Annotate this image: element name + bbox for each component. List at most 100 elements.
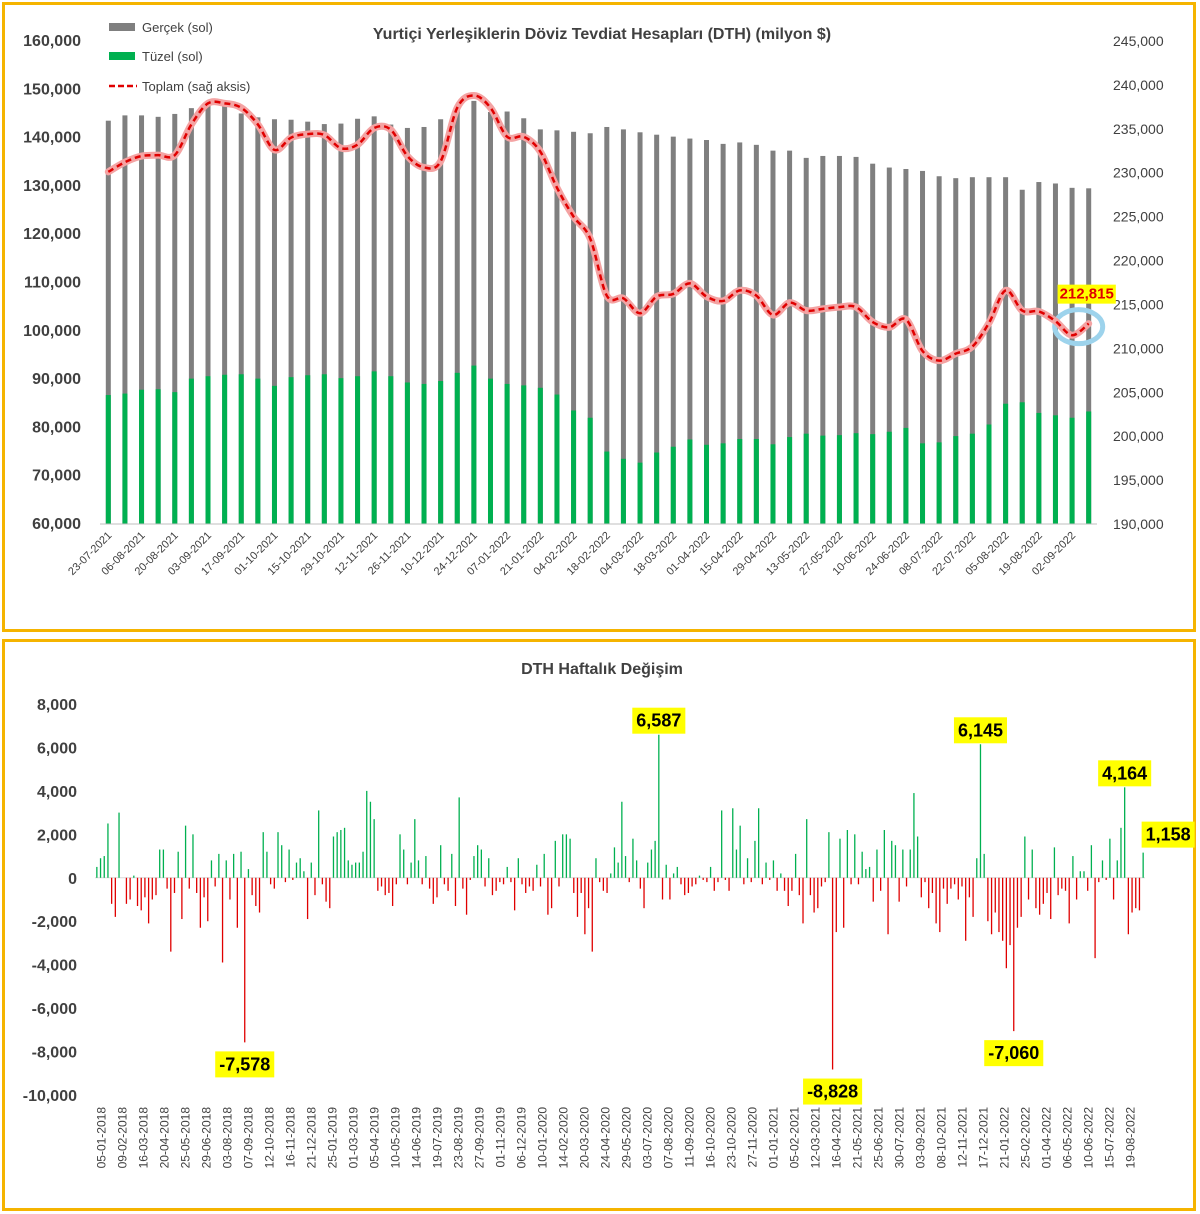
x-axis-tick-label: 12-10-2018: [262, 1107, 276, 1169]
gercek-bar: [787, 150, 793, 525]
x-axis-tick-label: 01-01-2021: [766, 1107, 780, 1169]
gercek-bar: [936, 176, 942, 525]
tuzel-bar: [836, 435, 842, 524]
tuzel-bar: [753, 438, 759, 524]
last-point-highlight: [1052, 307, 1106, 347]
right-axis-tick-label: 200,000: [1113, 428, 1164, 444]
gercek-bar: [438, 119, 444, 524]
x-axis-tick-label: 19-07-2019: [430, 1107, 444, 1169]
x-axis-tick-label: 10-06-2022: [1081, 1107, 1095, 1169]
x-axis-tick-label: 12-03-2021: [808, 1107, 822, 1169]
value-callout-background: [1098, 760, 1152, 787]
y-axis-tick-label: 4,000: [37, 784, 77, 801]
gercek-bar: [487, 112, 493, 524]
x-axis-tick-label: 16-03-2018: [136, 1107, 150, 1169]
tuzel-bar: [886, 431, 892, 524]
y-axis-tick-label: 8,000: [37, 697, 77, 714]
value-callout-background: [1141, 821, 1195, 848]
y-axis-tick-label: 2,000: [37, 827, 77, 844]
tuzel-bar: [571, 410, 577, 524]
right-axis-tick-label: 220,000: [1113, 253, 1164, 269]
x-axis-tick-label: 01-03-2019: [346, 1107, 360, 1169]
tuzel-bar: [637, 462, 643, 524]
gercek-bar: [105, 120, 111, 524]
gercek-bar: [305, 121, 311, 524]
x-axis-tick-label: 07-08-2020: [661, 1107, 675, 1169]
value-callout: 6,145: [958, 720, 1003, 740]
tuzel-bar: [355, 376, 361, 524]
x-axis-tick-label: 01-04-2022: [1039, 1107, 1053, 1169]
tuzel-bar: [654, 452, 660, 524]
right-axis-tick-label: 195,000: [1113, 472, 1164, 488]
value-callout-background: [803, 1078, 863, 1105]
x-axis-tick-label: 05-04-2019: [367, 1107, 381, 1169]
tuzel-bar: [122, 393, 128, 524]
x-axis-tick-label: 06-12-2019: [514, 1107, 528, 1169]
x-axis-tick-label: 09-02-2018: [115, 1107, 129, 1169]
gercek-bar: [321, 124, 327, 525]
tuzel-bar: [188, 378, 194, 524]
gercek-bar: [471, 100, 477, 524]
tuzel-bar: [222, 374, 228, 524]
gercek-bar: [188, 108, 194, 525]
tuzel-bar: [1003, 403, 1009, 524]
chart-title: Yurtiçi Yerleşiklerin Döviz Tevdiat Hesa…: [373, 26, 831, 43]
value-callout: -8,828: [807, 1082, 858, 1102]
y-axis-tick-label: -4,000: [32, 958, 77, 975]
tuzel-bar: [321, 374, 327, 524]
tuzel-bar: [604, 451, 610, 524]
gercek-bar: [255, 117, 261, 525]
tuzel-bar: [238, 374, 244, 524]
chart-title: DTH Haftalık Değişim: [521, 661, 683, 678]
tuzel-bar: [1019, 402, 1025, 524]
tuzel-bar: [537, 387, 543, 524]
tuzel-bar: [504, 383, 510, 524]
value-callout: 6,587: [636, 711, 681, 731]
tuzel-bar: [205, 376, 211, 524]
x-axis-tick-label: 25-05-2018: [178, 1107, 192, 1169]
tuzel-bar: [986, 424, 992, 524]
right-axis-tick-label: 225,000: [1113, 209, 1164, 225]
toplam-line: [107, 94, 1090, 362]
gercek-bar: [1052, 183, 1058, 525]
gercek-bar: [836, 155, 842, 525]
gercek-bar: [155, 116, 161, 525]
gercek-bar: [1069, 187, 1075, 524]
legend-label: Gerçek (sol): [142, 20, 213, 35]
x-axis-tick-label: 23-10-2020: [724, 1107, 738, 1169]
gercek-bar: [238, 113, 244, 524]
gercek-bar: [521, 118, 527, 524]
x-axis-tick-label: 20-04-2018: [157, 1107, 171, 1169]
legend-swatch: [109, 52, 135, 60]
gercek-bar: [604, 126, 610, 524]
x-axis-tick-label: 21-05-2021: [850, 1107, 864, 1169]
dth-level-chart-panel: Yurtiçi Yerleşiklerin Döviz Tevdiat Hesa…: [2, 2, 1196, 632]
x-axis-tick-label: 17-12-2021: [976, 1107, 990, 1169]
value-callout-background: [215, 1051, 275, 1078]
gercek-bar: [637, 132, 643, 525]
x-axis-tick-label: 03-07-2020: [640, 1107, 654, 1169]
value-callout: 1,158: [1146, 825, 1191, 845]
left-axis-tick-label: 90,000: [32, 371, 81, 388]
tuzel-bar: [620, 458, 626, 524]
gercek-bar: [355, 118, 361, 524]
gercek-bar: [537, 129, 543, 524]
tuzel-bar: [404, 382, 410, 524]
left-axis-tick-label: 70,000: [32, 468, 81, 485]
gercek-bar: [886, 167, 892, 524]
gercek-bar: [504, 111, 510, 524]
tuzel-bar: [1086, 411, 1092, 524]
value-callout: -7,060: [988, 1043, 1039, 1063]
gercek-bar: [720, 143, 726, 524]
tuzel-bar: [1036, 412, 1042, 524]
x-axis-tick-label: 30-07-2021: [892, 1107, 906, 1169]
x-axis-tick-label: 05-02-2021: [787, 1107, 801, 1169]
x-axis-tick-label: 10-05-2019: [388, 1107, 402, 1169]
gercek-bar: [620, 129, 626, 524]
gercek-bar: [704, 140, 710, 524]
tuzel-bar: [853, 433, 859, 524]
tuzel-bar: [1069, 417, 1075, 524]
dth-weekly-change-chart: DTH Haftalık Değişim -10,000 -8,000 -6,000 -…: [23, 661, 1195, 1169]
gercek-bar: [1086, 188, 1092, 524]
x-axis-tick-label: 12-11-2021: [955, 1107, 969, 1168]
